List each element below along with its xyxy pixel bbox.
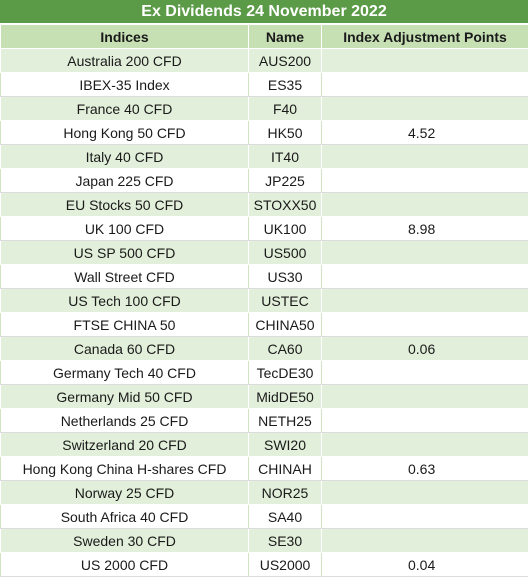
cell-index: Australia 200 CFD <box>1 49 249 73</box>
cell-adjustment <box>322 193 528 217</box>
cell-index: Sweden 30 CFD <box>1 529 249 553</box>
cell-name: CA60 <box>249 337 322 361</box>
header-adjustment: Index Adjustment Points <box>322 25 528 49</box>
cell-index: Germany Tech 40 CFD <box>1 361 249 385</box>
cell-adjustment <box>322 505 528 529</box>
header-indices: Indices <box>1 25 249 49</box>
cell-adjustment: 0.63 <box>322 457 528 481</box>
cell-adjustment <box>322 265 528 289</box>
header-row: Indices Name Index Adjustment Points <box>1 25 528 49</box>
dividends-table: Indices Name Index Adjustment Points Aus… <box>0 24 528 577</box>
cell-name: SWI20 <box>249 433 322 457</box>
cell-adjustment <box>322 73 528 97</box>
cell-index: France 40 CFD <box>1 97 249 121</box>
cell-name: US30 <box>249 265 322 289</box>
cell-index: Italy 40 CFD <box>1 145 249 169</box>
cell-name: IT40 <box>249 145 322 169</box>
sheet-title: Ex Dividends 24 November 2022 <box>0 0 528 24</box>
cell-name: CHINA50 <box>249 313 322 337</box>
cell-name: MidDE50 <box>249 385 322 409</box>
cell-name: ES35 <box>249 73 322 97</box>
cell-adjustment <box>322 49 528 73</box>
cell-adjustment <box>322 169 528 193</box>
cell-adjustment: 8.98 <box>322 217 528 241</box>
cell-adjustment <box>322 433 528 457</box>
cell-name: NETH25 <box>249 409 322 433</box>
cell-index: Germany Mid 50 CFD <box>1 385 249 409</box>
cell-index: Canada 60 CFD <box>1 337 249 361</box>
cell-adjustment <box>322 409 528 433</box>
cell-adjustment <box>322 481 528 505</box>
cell-index: Hong Kong 50 CFD <box>1 121 249 145</box>
cell-name: HK50 <box>249 121 322 145</box>
cell-adjustment <box>322 361 528 385</box>
cell-name: SA40 <box>249 505 322 529</box>
cell-adjustment <box>322 145 528 169</box>
cell-index: UK 100 CFD <box>1 217 249 241</box>
cell-name: JP225 <box>249 169 322 193</box>
cell-name: CHINAH <box>249 457 322 481</box>
cell-name: US2000 <box>249 553 322 577</box>
cell-index: Wall Street CFD <box>1 265 249 289</box>
cell-name: SE30 <box>249 529 322 553</box>
cell-name: US500 <box>249 241 322 265</box>
cell-adjustment <box>322 97 528 121</box>
cell-name: AUS200 <box>249 49 322 73</box>
cell-index: Japan 225 CFD <box>1 169 249 193</box>
header-name: Name <box>249 25 322 49</box>
cell-index: Norway 25 CFD <box>1 481 249 505</box>
cell-index: Hong Kong China H-shares CFD <box>1 457 249 481</box>
cell-adjustment <box>322 241 528 265</box>
cell-index: South Africa 40 CFD <box>1 505 249 529</box>
cell-index: Switzerland 20 CFD <box>1 433 249 457</box>
cell-name: UK100 <box>249 217 322 241</box>
cell-adjustment <box>322 385 528 409</box>
cell-adjustment <box>322 289 528 313</box>
cell-index: EU Stocks 50 CFD <box>1 193 249 217</box>
cell-adjustment <box>322 313 528 337</box>
cell-adjustment: 0.04 <box>322 553 528 577</box>
cell-index: Netherlands 25 CFD <box>1 409 249 433</box>
cell-index: FTSE CHINA 50 <box>1 313 249 337</box>
cell-name: TecDE30 <box>249 361 322 385</box>
cell-name: F40 <box>249 97 322 121</box>
cell-adjustment <box>322 529 528 553</box>
cell-adjustment: 4.52 <box>322 121 528 145</box>
cell-name: NOR25 <box>249 481 322 505</box>
cell-index: US 2000 CFD <box>1 553 249 577</box>
cell-name: USTEC <box>249 289 322 313</box>
cell-index: US SP 500 CFD <box>1 241 249 265</box>
cell-index: IBEX-35 Index <box>1 73 249 97</box>
cell-name: STOXX50 <box>249 193 322 217</box>
cell-index: US Tech 100 CFD <box>1 289 249 313</box>
cell-adjustment: 0.06 <box>322 337 528 361</box>
